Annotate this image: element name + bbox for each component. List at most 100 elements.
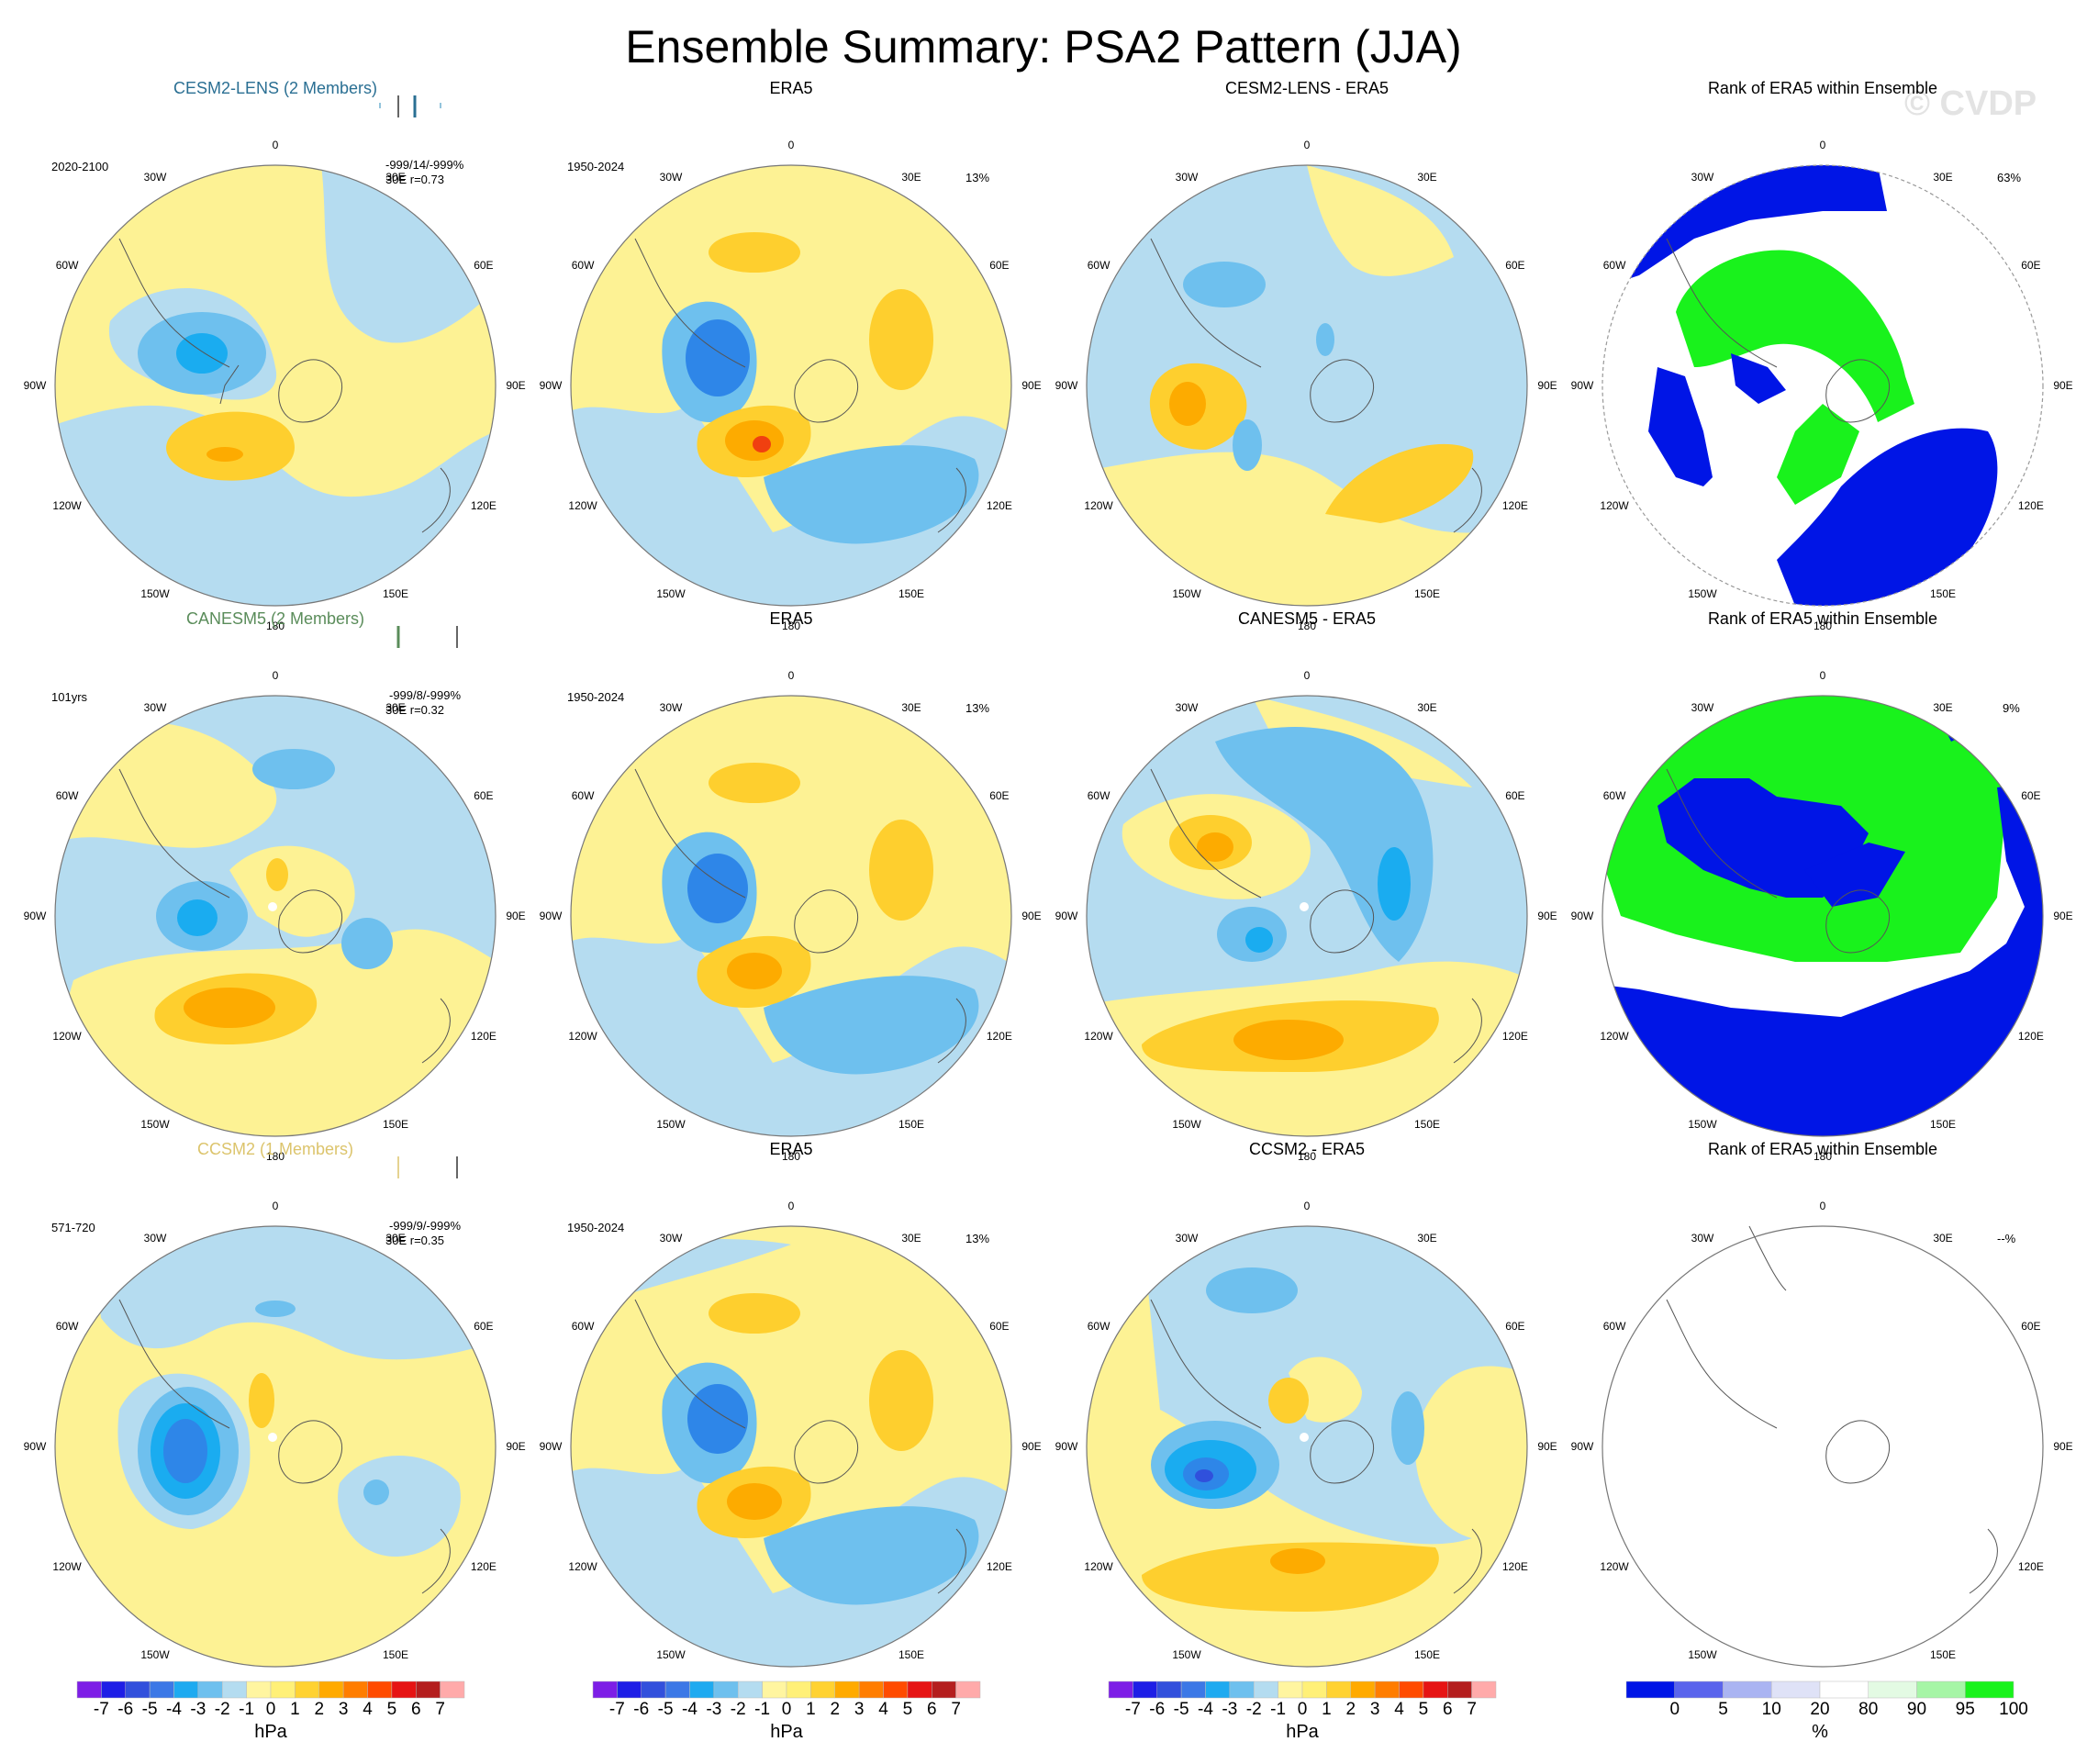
lon-label: 150W [1688,1117,1717,1131]
panel-obs-row3: ERA5 1950-2024 13% 0 30E 60E 90E 120E 150E 180… [534,1140,1048,1703]
panel-title: ERA5 [769,79,813,97]
pct-label: 13% [965,1232,990,1245]
pct-label: --% [1997,1232,2016,1245]
lon-label: 120W [52,1560,82,1573]
lon-label: 60W [571,789,595,802]
lon-label: 30E [1933,1232,1953,1245]
colorbar-tick-label: -4 [1198,1700,1213,1719]
lon-label: 30W [659,1232,683,1245]
colorbar-box [1771,1680,1821,1699]
lon-label: 60W [1602,1320,1626,1333]
lon-label: 150W [656,1647,686,1661]
panel-obs-row1: ERA5 1950-2024 13% 0 30E 60E 90E 120E 150E 180… [534,79,1048,642]
colorbar-unit: hPa [1286,1722,1319,1742]
panel-title: Rank of ERA5 within Ensemble [1707,1140,1938,1158]
colorbar-box [1326,1680,1351,1699]
lon-label: 180 [781,620,801,632]
colorbar-box [641,1680,666,1699]
polar-map [1086,1225,1528,1668]
colorbar-tick-label: -5 [141,1700,158,1719]
lon-label: 0 [787,1200,795,1212]
lon-label: 90E [1021,379,1042,392]
lon-label: 150E [898,586,925,600]
colorbar-tick-label: 4 [363,1700,373,1719]
colorbar-tick-label: -1 [754,1700,771,1719]
panel-rank-row3: Rank of ERA5 within Ensemble --% 0 30E 60E… [1566,1140,2080,1703]
polar-map [54,1225,497,1668]
colorbar-box [1108,1680,1133,1699]
panel-diff-row2: CANESM5 - ERA5 0 30E 60E 90E 120E 150E 180 150W… [1050,609,1564,1173]
colorbar-box [342,1680,368,1699]
lon-label: 150E [382,1647,409,1661]
lon-label: 0 [272,669,279,682]
panel-title: ERA5 [769,1140,813,1158]
lon-label: 30W [143,171,167,184]
colorbar-box [810,1680,835,1699]
colorbar-box [1868,1680,1917,1699]
corr-label: 30E r=0.35 [385,1234,444,1247]
colorbar-tick-label: 90 [1906,1700,1927,1719]
colorbar-tick-label: -1 [239,1700,255,1719]
lon-label: 30W [659,171,683,184]
lon-label: 150W [656,586,686,600]
colorbar-tick-label: 2 [314,1700,325,1719]
lon-label: 60E [2021,1320,2041,1333]
colorbar-tick-label: 80 [1858,1700,1879,1719]
lon-label: 90E [506,1440,526,1453]
panel-title: ERA5 [769,609,813,628]
lon-label: 150E [1929,1647,1957,1661]
lon-label: 150W [140,1117,170,1131]
lon-label: 120W [1084,1030,1113,1043]
colorbar-unit: hPa [770,1722,803,1742]
period-label: 1950-2024 [567,690,625,704]
lon-label: 30E [901,1232,921,1245]
lon-label: 120W [1084,499,1113,512]
colorbar-box [1674,1680,1724,1699]
lon-label: 150E [1929,586,1957,600]
colorbar-box [1156,1680,1182,1699]
panel-title: CESM2-LENS (2 Members) [173,79,378,97]
lon-label: 120E [986,1560,1012,1573]
lon-label: 60W [1087,1320,1110,1333]
colorbar-box [713,1680,739,1699]
lon-label: 150W [1688,1647,1717,1661]
lon-label: 30E [385,1232,406,1245]
lon-label: 30W [1691,701,1714,715]
lon-label: 90W [1570,1440,1594,1453]
lon-label: 90E [1537,910,1557,922]
pct-label: 13% [965,701,990,715]
lon-label: 60E [989,789,1010,802]
lon-label: 120W [1600,1560,1629,1573]
colorbar-box [786,1680,811,1699]
corr-label: 30E r=0.32 [385,703,444,717]
panel-title: CCSM2 (1 Members) [196,1140,354,1158]
lon-label: 60W [1087,259,1110,272]
colorbar-box [222,1680,247,1699]
polar-map [54,695,497,1137]
period-label: 2020-2100 [51,160,109,173]
colorbar-tick-label: 7 [435,1700,445,1719]
colorbar-box [858,1680,884,1699]
lon-label: 90W [1055,379,1078,392]
polar-map [570,164,1012,607]
colorbar-tick-label: -3 [1222,1700,1238,1719]
lon-label: 90W [1055,1440,1078,1453]
lon-label: 0 [1819,1200,1826,1212]
lon-label: 60E [1505,259,1525,272]
colorbar-box [762,1680,787,1699]
colorbar-box [367,1680,393,1699]
colorbar-tick-label: 7 [951,1700,961,1719]
lon-label: 60W [571,1320,595,1333]
colorbar-box [1205,1680,1231,1699]
colorbar-box [1254,1680,1278,1699]
lon-label: 150E [1413,1647,1441,1661]
lon-label: 60W [1087,789,1110,802]
polar-map [1602,695,2044,1137]
colorbar-tick-label: 7 [1467,1700,1477,1719]
colorbar-tick-label: -7 [93,1700,109,1719]
colorbar-tick-label: 20 [1810,1700,1830,1719]
colorbar-box [1278,1680,1303,1699]
colorbar-box [318,1680,344,1699]
lon-label: 90W [23,379,47,392]
lon-label: 120W [52,499,82,512]
